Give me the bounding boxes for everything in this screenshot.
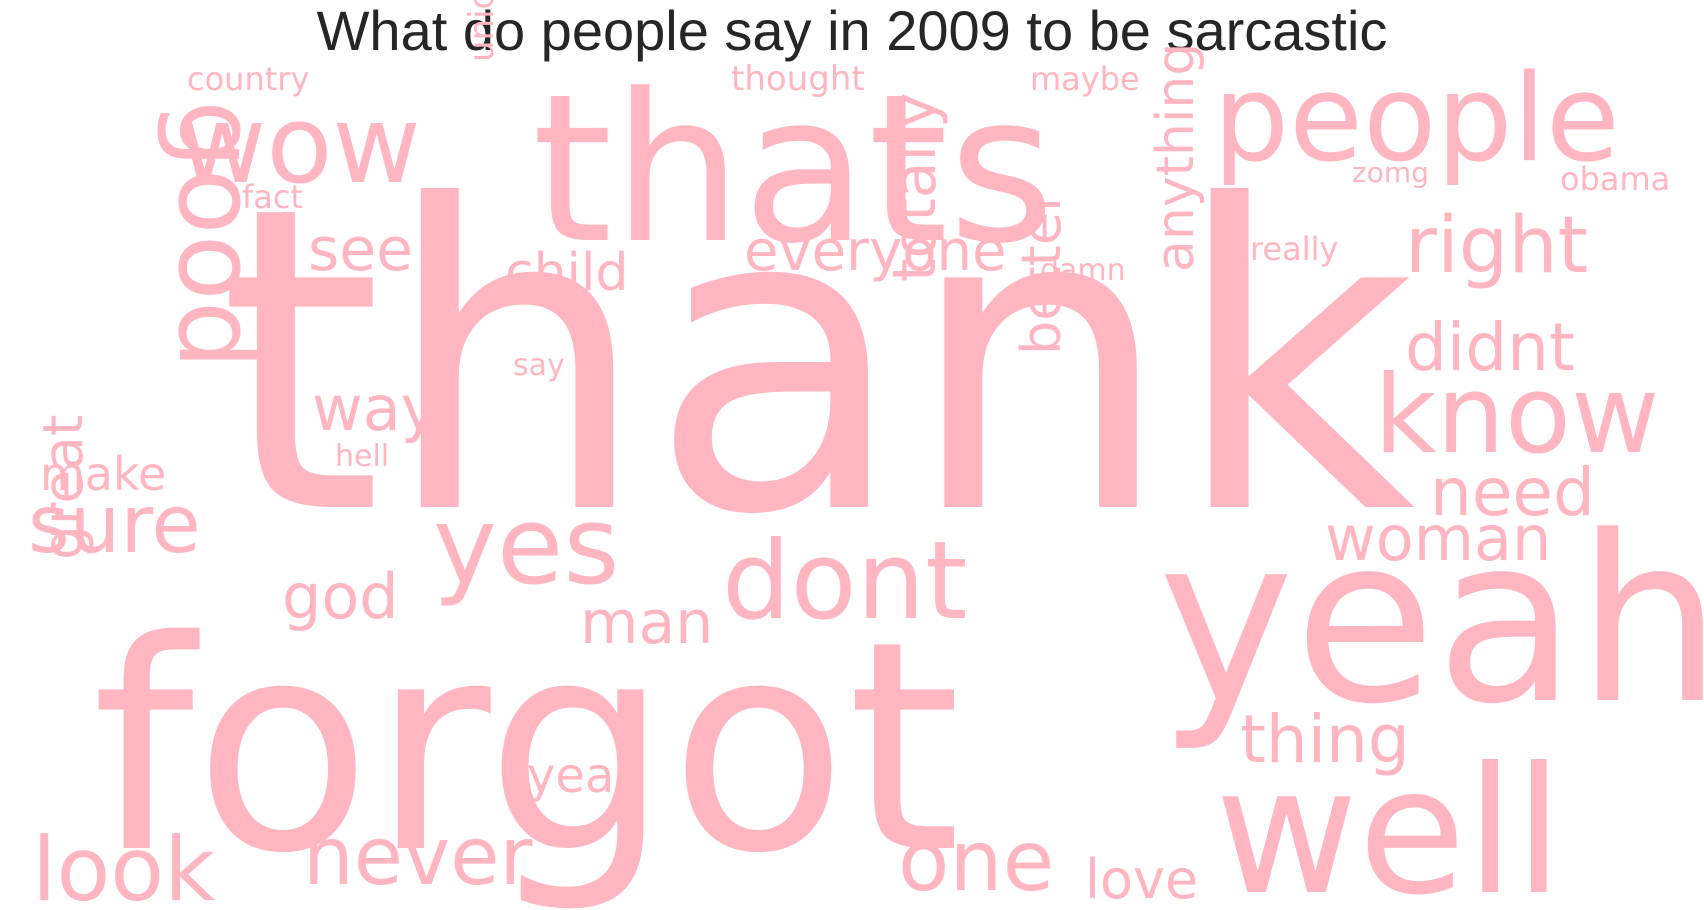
word-well: well — [1215, 731, 1563, 910]
word-wow: wow — [178, 83, 421, 208]
word-sure: sure — [28, 478, 201, 571]
word-union: union — [462, 0, 502, 62]
word-didnt: didnt — [1405, 309, 1575, 386]
word-better: better — [1010, 189, 1073, 355]
word-thought: thought — [731, 59, 865, 99]
word-forgot: forgot — [92, 580, 961, 910]
word-love: love — [1085, 848, 1198, 910]
word-never: never — [303, 810, 532, 903]
word-fact: fact — [242, 178, 303, 216]
word-dont: dont — [722, 519, 967, 644]
word-woman: woman — [1325, 502, 1551, 575]
word-totally: totally — [880, 93, 950, 282]
word-say: say — [513, 348, 565, 383]
word-hell: hell — [335, 439, 389, 474]
word-way: way — [312, 372, 437, 445]
word-really: really — [1250, 230, 1338, 268]
word-everyone: everyone — [744, 219, 1006, 284]
word-god: god — [282, 560, 399, 633]
word-great: great — [31, 415, 95, 560]
word-know: know — [1374, 353, 1659, 478]
word-thats: thats — [532, 51, 1055, 289]
word-damn: damn — [1040, 253, 1126, 288]
word-country: country — [187, 60, 309, 98]
word-anything: anything — [1146, 43, 1206, 272]
word-good: good — [154, 100, 279, 369]
word-make: make — [40, 447, 166, 501]
word-zomg: zomg — [1352, 156, 1429, 189]
word-thing: thing — [1240, 701, 1410, 778]
word-obama: obama — [1560, 160, 1670, 198]
word-people: people — [1213, 50, 1620, 189]
word-yeah: yeah — [1158, 488, 1704, 755]
word-man: man — [580, 588, 713, 658]
word-see: see — [308, 215, 413, 285]
word-yes: yes — [433, 484, 620, 609]
word-child: child — [505, 243, 628, 303]
word-right: right — [1405, 201, 1588, 291]
word-maybe: maybe — [1030, 60, 1140, 98]
word-yea: yea — [527, 748, 614, 804]
word-look: look — [32, 818, 215, 910]
word-thank: thank — [218, 118, 1416, 607]
word-one: one — [898, 812, 1054, 910]
chart-title: What do people say in 2009 to be sarcast… — [316, 0, 1388, 62]
word-need: need — [1430, 454, 1595, 531]
